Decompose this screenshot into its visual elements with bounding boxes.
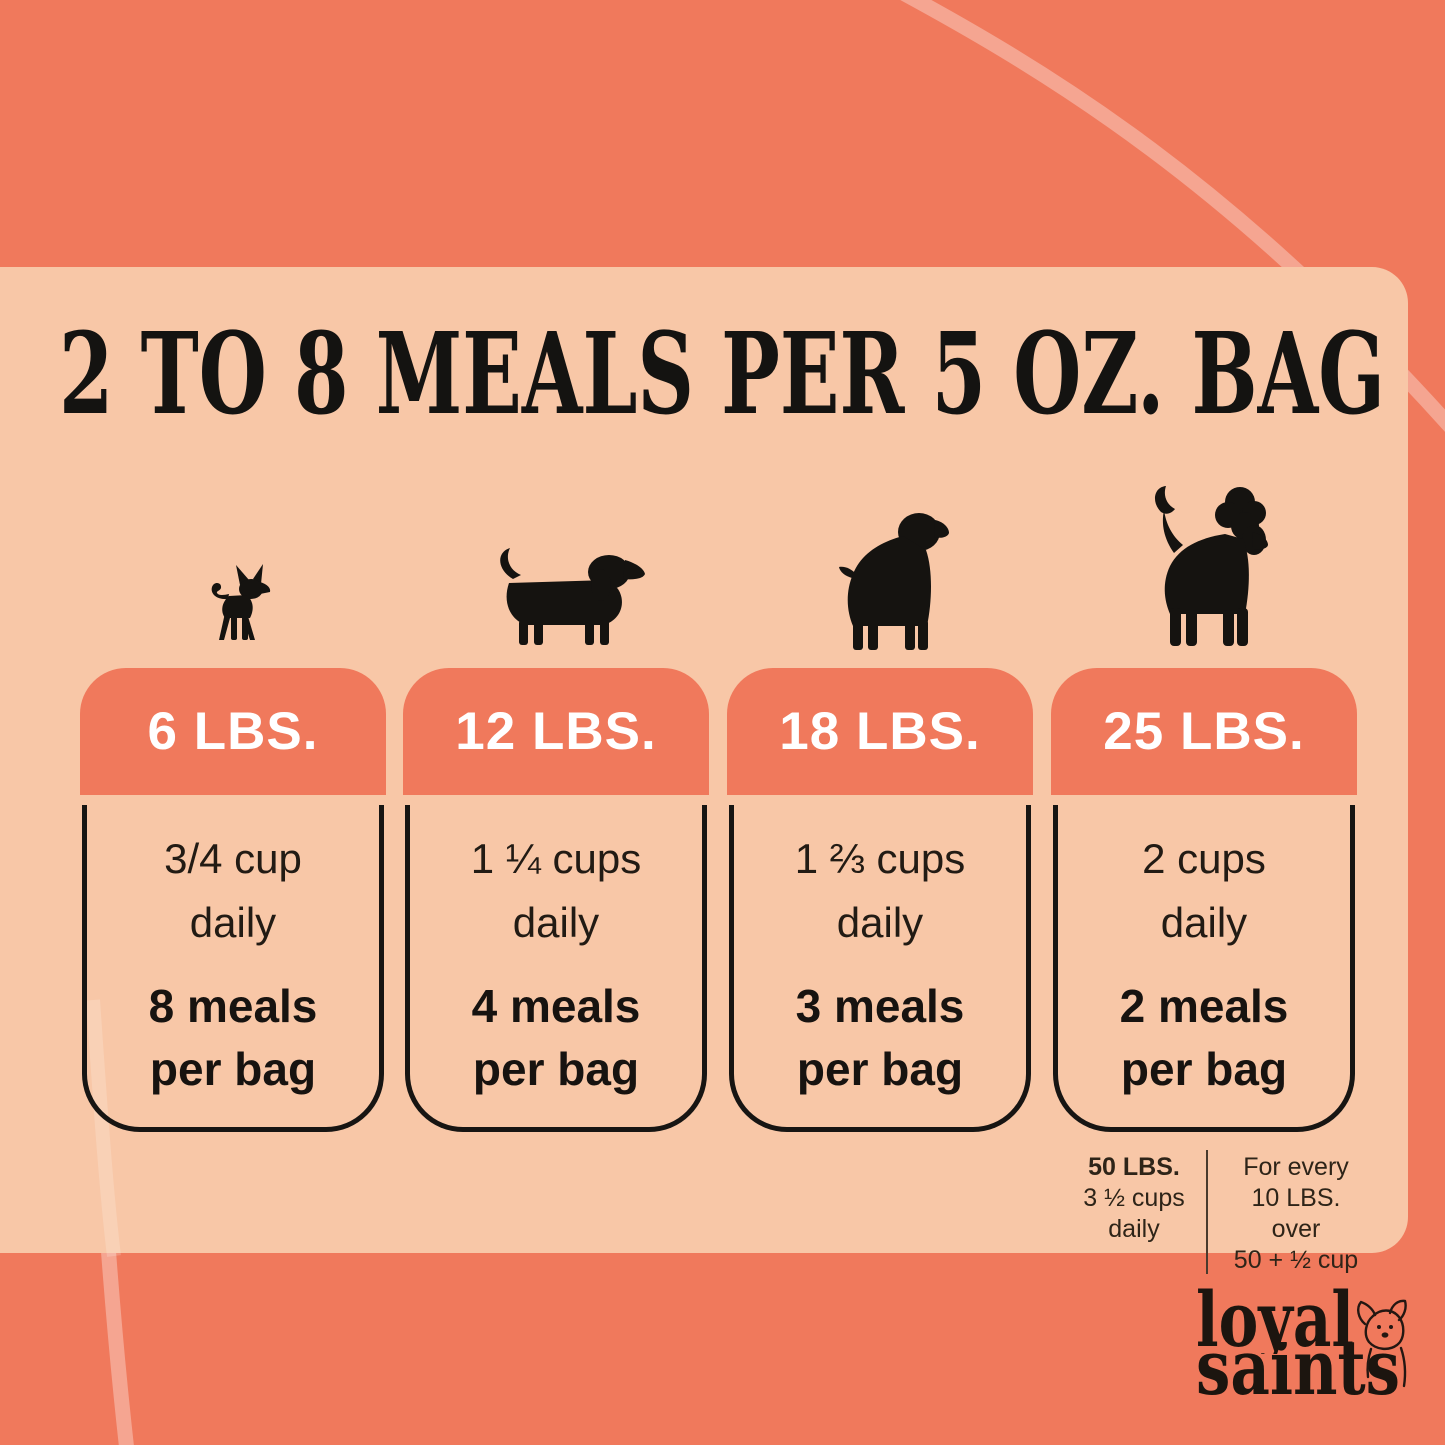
footnote-over-50: For every 10 LBS. over 50 + ½ cup — [1208, 1148, 1368, 1276]
daily-label: daily — [189, 899, 277, 946]
weight-label: 18 LBS. — [779, 702, 981, 761]
weight-header: 25 LBS. — [1051, 668, 1357, 795]
daily-amount: 1 ¼ cups — [470, 835, 642, 882]
weight-header: 18 LBS. — [727, 668, 1033, 795]
footnote-50lbs: 50 LBS. 3 ½ cups daily — [1068, 1148, 1200, 1276]
page-title: 2 TO 8 MEALS PER 5 OZ. BAG — [56, 300, 1388, 440]
page-title-text: 2 TO 8 MEALS PER 5 OZ. BAG — [59, 309, 1385, 440]
feeding-details: 3/4 cup daily 8 meals per bag — [82, 805, 384, 1132]
logo-word-saints: saints — [1196, 1342, 1400, 1404]
meals-count: 3 meals — [795, 980, 965, 1032]
weight-label: 12 LBS. — [455, 702, 657, 761]
feeding-card-6lbs: 6 LBS. 3/4 cup daily 8 meals per bag — [80, 668, 386, 1132]
brand-logo: loyal saints — [1196, 1286, 1408, 1404]
footnote-divider — [1206, 1150, 1208, 1274]
daily-label: daily — [512, 899, 600, 946]
daily-amount: 3/4 cup — [164, 835, 302, 882]
weight-header: 12 LBS. — [403, 668, 709, 795]
footnote-amount: 3 ½ cups — [1083, 1184, 1185, 1212]
daily-label: daily — [1160, 899, 1248, 946]
feeding-card-18lbs: 18 LBS. 1 ⅔ cups daily 3 meals per bag — [727, 668, 1033, 1132]
large-dog-footnote: 50 LBS. 3 ½ cups daily For every 10 LBS.… — [1068, 1148, 1368, 1276]
meals-label: per bag — [472, 1043, 640, 1095]
footnote-rule-3: 50 + ½ cup — [1233, 1246, 1359, 1274]
feeding-details: 2 cups daily 2 meals per bag — [1053, 805, 1355, 1132]
footnote-daily: daily — [1108, 1215, 1160, 1243]
dachshund-silhouette-icon — [500, 548, 645, 645]
meals-count: 4 meals — [471, 980, 641, 1032]
feeding-details: 1 ¼ cups daily 4 meals per bag — [405, 805, 707, 1132]
meals-count: 8 meals — [148, 980, 318, 1032]
feeding-card-25lbs: 25 LBS. 2 cups daily 2 meals per bag — [1051, 668, 1357, 1132]
footnote-rule-1: For every — [1243, 1153, 1349, 1181]
chihuahua-silhouette-icon — [211, 564, 271, 640]
feeding-card-12lbs: 12 LBS. 1 ¼ cups daily 4 meals per bag — [403, 668, 709, 1132]
weight-label: 25 LBS. — [1103, 702, 1305, 761]
meals-label: per bag — [796, 1043, 964, 1095]
meals-label: per bag — [149, 1043, 317, 1095]
logo-word-loyal: loyal — [1196, 1286, 1354, 1354]
daily-label: daily — [836, 899, 924, 946]
meals-label: per bag — [1120, 1043, 1288, 1095]
footnote-rule-2: 10 LBS. over — [1251, 1184, 1341, 1243]
logo-dog-sketch-icon — [1357, 1299, 1407, 1388]
daily-amount: 1 ⅔ cups — [794, 835, 966, 882]
weight-header: 6 LBS. — [80, 668, 386, 795]
feeding-details: 1 ⅔ cups daily 3 meals per bag — [729, 805, 1031, 1132]
poodle-silhouette-icon — [1154, 486, 1268, 646]
spaniel-silhouette-icon — [839, 513, 949, 650]
footnote-weight: 50 LBS. — [1088, 1153, 1180, 1181]
meals-count: 2 meals — [1119, 980, 1289, 1032]
weight-label: 6 LBS. — [147, 702, 319, 761]
daily-amount: 2 cups — [1142, 835, 1266, 882]
